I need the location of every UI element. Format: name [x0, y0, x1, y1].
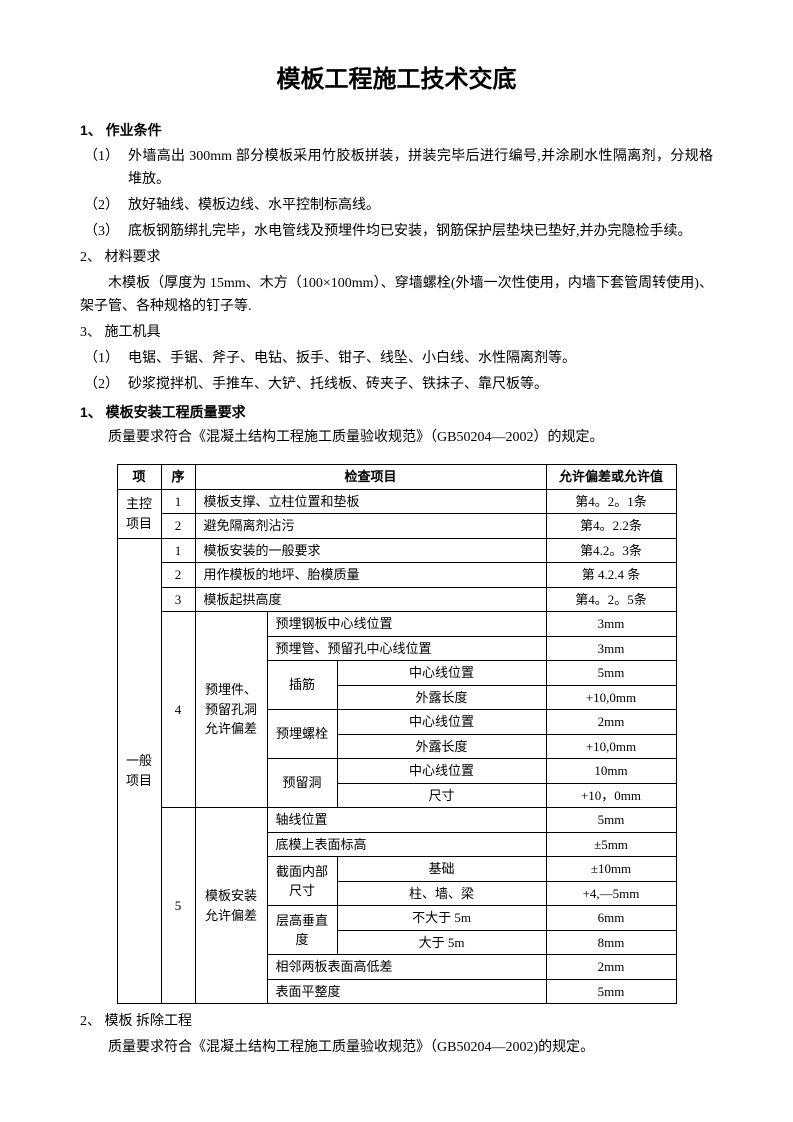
cell: 预埋钢板中心线位置 [267, 612, 546, 637]
page-title: 模板工程施工技术交底 [80, 60, 713, 101]
cell: 2 [161, 514, 195, 539]
cell: 预埋件、预留孔洞允许偏差 [195, 612, 267, 808]
item-text: 砂浆搅拌机、手推车、大铲、托线板、砖夹子、铁抹子、靠尺板等。 [128, 373, 713, 397]
th-check: 检查项目 [195, 465, 546, 490]
cell: 第4。2。5条 [546, 587, 676, 612]
cell: 5mm [546, 979, 676, 1004]
section-5-heading: 2、 模板 拆除工程 [80, 1010, 713, 1034]
cell: 层高垂直度 [267, 906, 337, 955]
cell: 2mm [546, 955, 676, 980]
s3-item: （2） 砂浆搅拌机、手推车、大铲、托线板、砖夹子、铁抹子、靠尺板等。 [80, 373, 713, 397]
cell: 3mm [546, 612, 676, 637]
cell: ±5mm [546, 832, 676, 857]
item-text: 放好轴线、模板边线、水平控制标高线。 [128, 194, 713, 218]
cell: 不大于 5m [337, 906, 546, 931]
cell: 第4。2.2条 [546, 514, 676, 539]
cell: 第4.2。3条 [546, 538, 676, 563]
cell: 预埋螺栓 [267, 710, 337, 759]
cell: 3mm [546, 636, 676, 661]
cell: 外露长度 [337, 734, 546, 759]
spec-table: 项 序 检查项目 允许偏差或允许值 主控项目 1 模板支撑、立柱位置和垫板 第4… [117, 464, 677, 1004]
cell: 基础 [337, 857, 546, 882]
cell: 截面内部尺寸 [267, 857, 337, 906]
cell: 底模上表面标高 [267, 832, 546, 857]
item-text: 电锯、手锯、斧子、电钻、扳手、钳子、线坠、小白线、水性隔离剂等。 [128, 347, 713, 371]
cell: +10,0mm [546, 734, 676, 759]
cell: 5mm [546, 661, 676, 686]
s1-item: （1） 外墙高出 300mm 部分模板采用竹胶板拼装，拼装完毕后进行编号,并涂刷… [80, 145, 713, 193]
cell: 避免隔离剂沾污 [195, 514, 546, 539]
cell: 柱、墙、梁 [337, 881, 546, 906]
cell: 1 [161, 489, 195, 514]
section-2-para: 木模板（厚度为 15mm、木方（100×100mm）、穿墙螺栓(外墙一次性使用，… [80, 272, 713, 320]
s3-item: （1） 电锯、手锯、斧子、电钻、扳手、钳子、线坠、小白线、水性隔离剂等。 [80, 347, 713, 371]
item-text: 底板钢筋绑扎完毕，水电管线及预埋件均已安装，钢筋保护层垫块已垫好,并办完隐检手续… [128, 220, 713, 244]
item-number: （3） [80, 220, 128, 244]
cell: 尺寸 [337, 783, 546, 808]
cell: 用作模板的地坪、胎模质量 [195, 563, 546, 588]
cell: 1 [161, 538, 195, 563]
cell: 3 [161, 587, 195, 612]
section-5-para: 质量要求符合《混凝土结构工程施工质量验收规范》（GB50204—2002)的规定… [80, 1036, 713, 1060]
cell: 10mm [546, 759, 676, 784]
cell: 5mm [546, 808, 676, 833]
th-tol: 允许偏差或允许值 [546, 465, 676, 490]
cell: 相邻两板表面高低差 [267, 955, 546, 980]
cell: 模板安装的一般要求 [195, 538, 546, 563]
cell: 第4。2。1条 [546, 489, 676, 514]
item-number: （1） [80, 347, 128, 371]
cell: +10,0mm [546, 685, 676, 710]
cell: +10，0mm [546, 783, 676, 808]
cell: 5 [161, 808, 195, 1004]
th-seq: 序 [161, 465, 195, 490]
item-text: 外墙高出 300mm 部分模板采用竹胶板拼装，拼装完毕后进行编号,并涂刷水性隔离… [128, 145, 713, 193]
section-4-heading: 1、 模板安装工程质量要求 [80, 401, 713, 425]
cell: 模板起拱高度 [195, 587, 546, 612]
section-2-heading: 2、 材料要求 [80, 246, 713, 270]
cell: 4 [161, 612, 195, 808]
cell: 插筋 [267, 661, 337, 710]
cell: 模板安装允许偏差 [195, 808, 267, 1004]
cell-yb: 一般项目 [117, 538, 161, 1004]
cell: ±10mm [546, 857, 676, 882]
cell: +4,—5mm [546, 881, 676, 906]
item-number: （1） [80, 145, 128, 193]
cell: 大于 5m [337, 930, 546, 955]
th-proj: 项 [117, 465, 161, 490]
item-number: （2） [80, 373, 128, 397]
section-3-heading: 3、 施工机具 [80, 321, 713, 345]
section-1-heading: 1、 作业条件 [80, 119, 713, 143]
cell: 模板支撑、立柱位置和垫板 [195, 489, 546, 514]
item-number: （2） [80, 194, 128, 218]
cell: 第 4.2.4 条 [546, 563, 676, 588]
cell-zk: 主控项目 [117, 489, 161, 538]
s1-item: （2） 放好轴线、模板边线、水平控制标高线。 [80, 194, 713, 218]
cell: 外露长度 [337, 685, 546, 710]
cell: 中心线位置 [337, 710, 546, 735]
cell: 轴线位置 [267, 808, 546, 833]
cell: 表面平整度 [267, 979, 546, 1004]
section-4-para: 质量要求符合《混凝土结构工程施工质量验收规范》（GB50204—2002）的规定… [80, 426, 713, 450]
cell: 6mm [546, 906, 676, 931]
cell: 2 [161, 563, 195, 588]
s1-item: （3） 底板钢筋绑扎完毕，水电管线及预埋件均已安装，钢筋保护层垫块已垫好,并办完… [80, 220, 713, 244]
cell: 中心线位置 [337, 661, 546, 686]
cell: 2mm [546, 710, 676, 735]
cell: 8mm [546, 930, 676, 955]
cell: 预留洞 [267, 759, 337, 808]
cell: 中心线位置 [337, 759, 546, 784]
cell: 预埋管、预留孔中心线位置 [267, 636, 546, 661]
